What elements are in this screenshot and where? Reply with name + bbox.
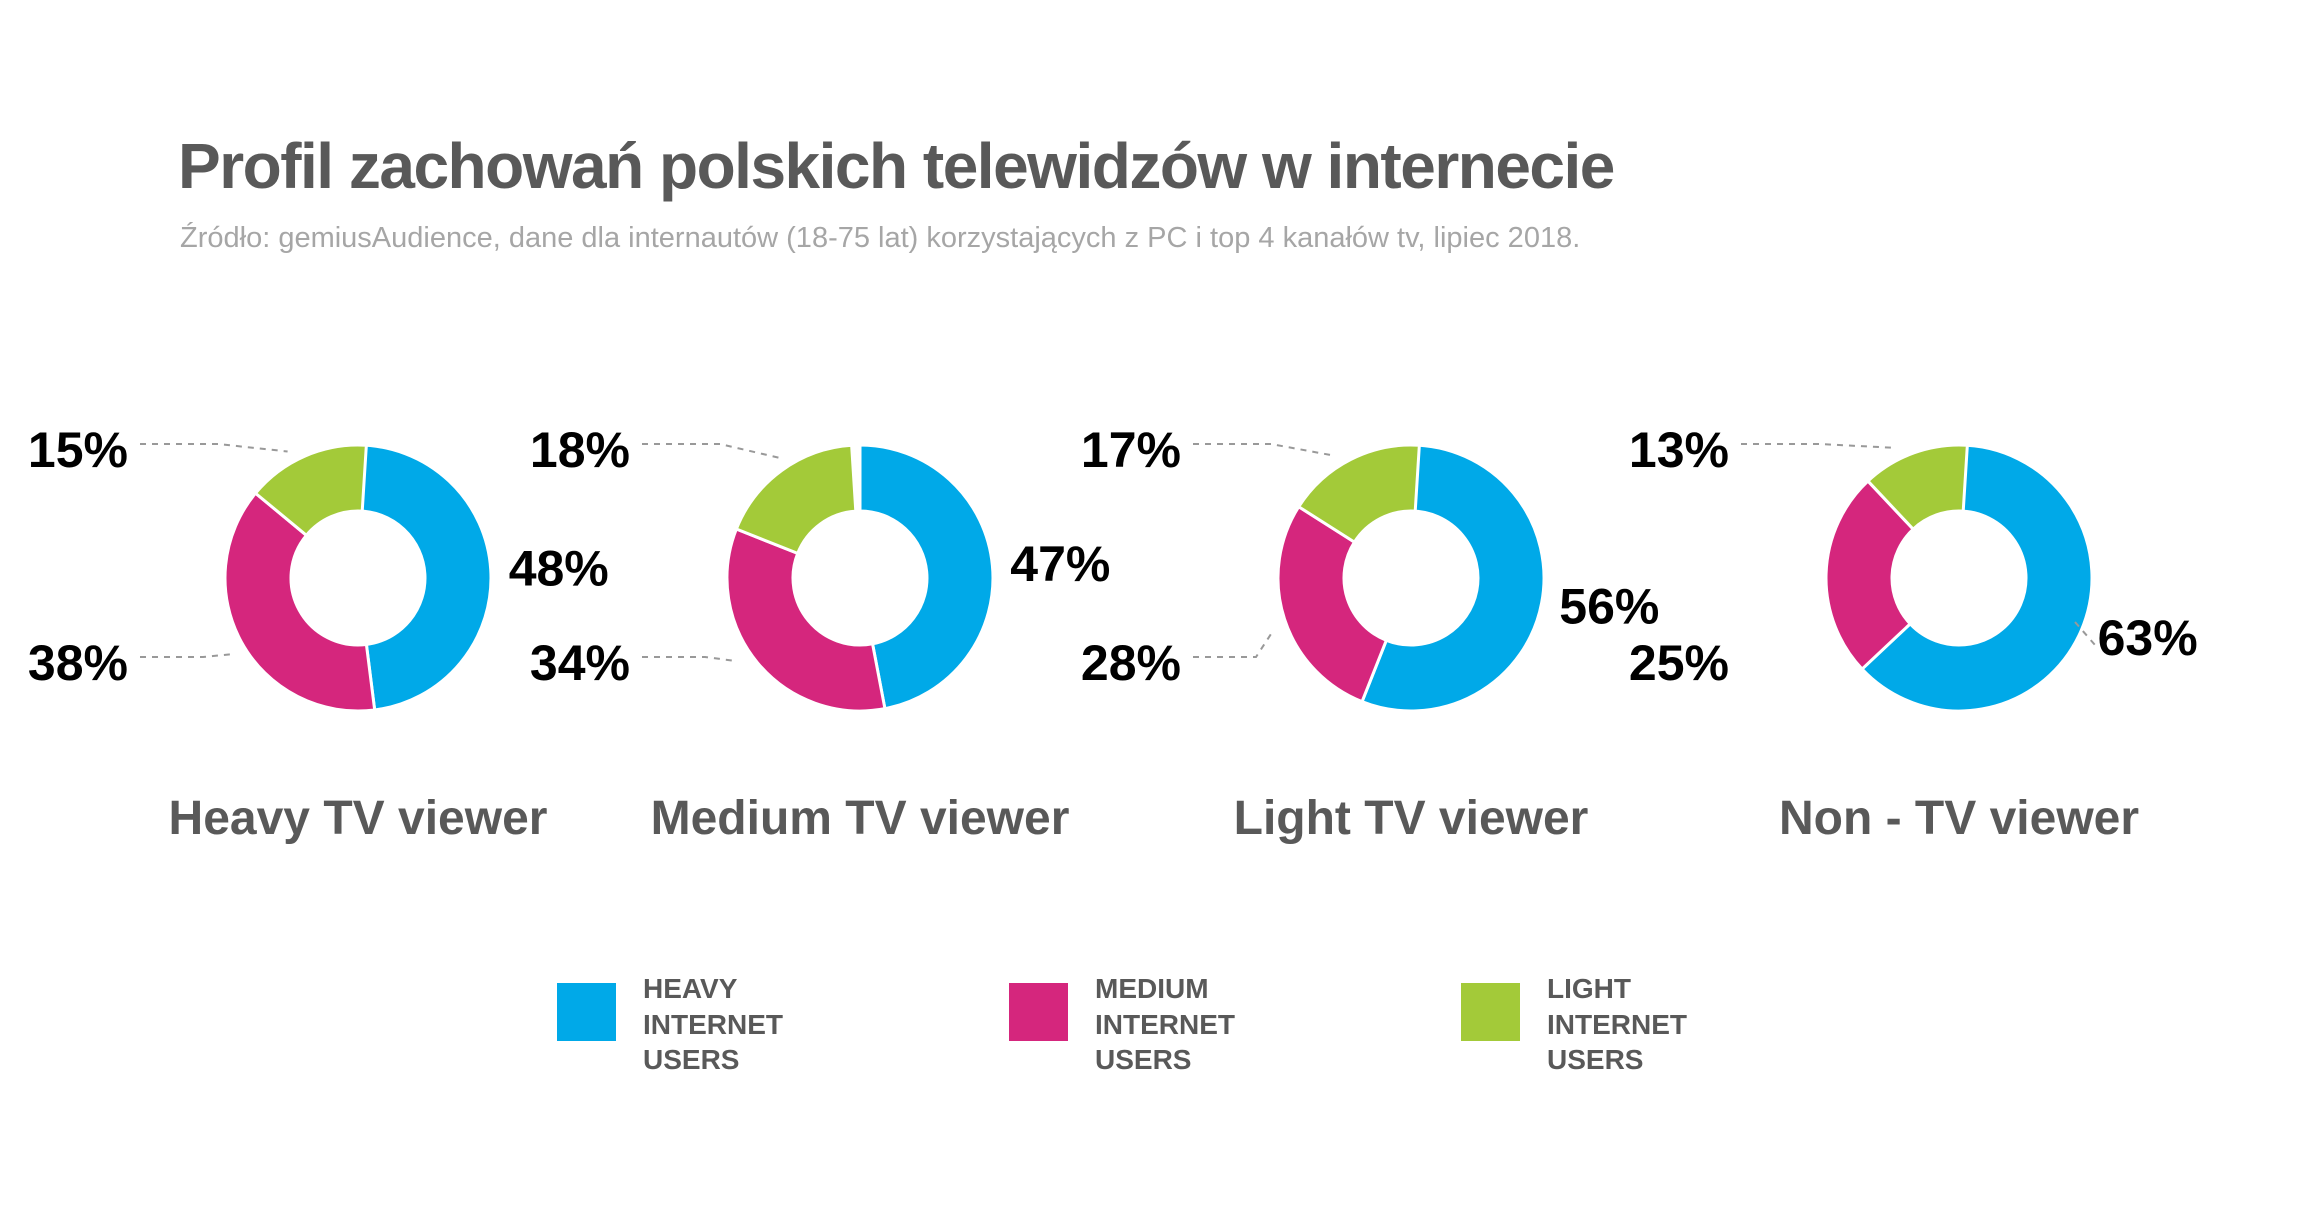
svg-text:13%: 13%	[1629, 422, 1729, 478]
svg-text:18%: 18%	[530, 422, 630, 478]
svg-text:47%: 47%	[1010, 536, 1110, 592]
svg-text:17%: 17%	[1081, 422, 1181, 478]
svg-text:34%: 34%	[530, 635, 630, 691]
svg-text:63%: 63%	[2098, 610, 2198, 666]
svg-text:15%: 15%	[28, 422, 128, 478]
svg-text:48%: 48%	[509, 541, 609, 597]
svg-text:25%: 25%	[1629, 635, 1729, 691]
svg-text:38%: 38%	[28, 635, 128, 691]
svg-text:56%: 56%	[1559, 578, 1659, 634]
svg-text:28%: 28%	[1081, 635, 1181, 691]
